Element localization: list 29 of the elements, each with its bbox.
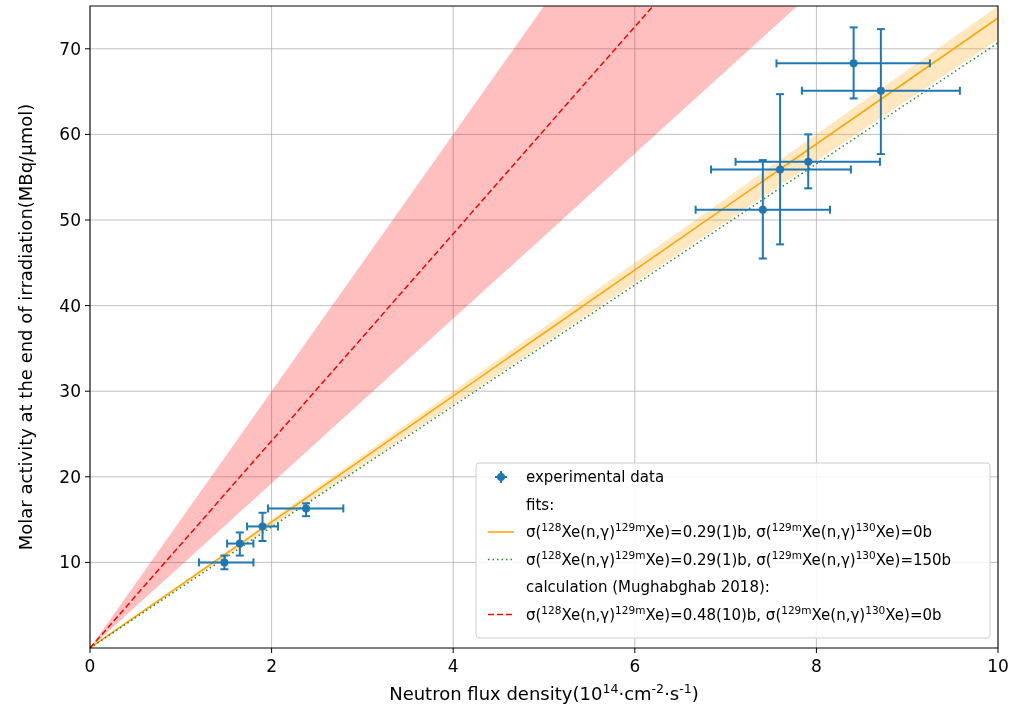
x-axis-title: Neutron flux density(10$^{14}$·cm$^{-2}$·s$^{-1}$) bbox=[389, 680, 699, 704]
y-tick-label: 30 bbox=[59, 381, 81, 402]
y-tick-label: 10 bbox=[59, 552, 81, 573]
point bbox=[258, 522, 267, 531]
x-tick-label: 2 bbox=[266, 656, 278, 676]
x-tick-label: 0 bbox=[84, 656, 96, 676]
x-tick-label: 6 bbox=[629, 656, 641, 676]
annotation: calculation (Mughabghab 2018): bbox=[526, 578, 770, 596]
text: σ($^{128}$Xe(n,γ)$^{129m}$Xe)=0.48(10)b, σ($^{129m}$Xe(n,γ)$^{130}$Xe)=0b bbox=[526, 603, 942, 624]
x-tick-label: 4 bbox=[447, 656, 459, 676]
point bbox=[758, 205, 767, 214]
point bbox=[849, 59, 858, 68]
x-tick-label: 10 bbox=[987, 656, 1009, 676]
point bbox=[776, 165, 785, 174]
point bbox=[804, 157, 813, 166]
y-tick-label: 20 bbox=[59, 466, 81, 487]
point bbox=[876, 86, 885, 95]
legend-label: experimental data bbox=[526, 468, 665, 486]
y-axis-title: Molar activity at the end of irradiation(MBq/μmol) bbox=[15, 103, 36, 551]
text: σ($^{128}$Xe(n,γ)$^{129m}$Xe)=0.29(1)b, σ($^{129m}$Xe(n,γ)$^{130}$Xe)=0b bbox=[526, 521, 933, 541]
x-tick-label: 8 bbox=[810, 656, 822, 676]
y-tick-label: 60 bbox=[59, 124, 81, 145]
y-tick-label: 70 bbox=[59, 38, 81, 59]
point bbox=[235, 539, 244, 548]
text: σ($^{128}$Xe(n,γ)$^{129m}$Xe)=0.29(1)b, σ($^{129m}$Xe(n,γ)$^{130}$Xe)=150b bbox=[526, 548, 952, 569]
annotation: fits: bbox=[526, 495, 555, 514]
point bbox=[220, 558, 229, 567]
y-tick-label: 40 bbox=[59, 295, 81, 316]
y-tick-label: 50 bbox=[59, 210, 81, 230]
